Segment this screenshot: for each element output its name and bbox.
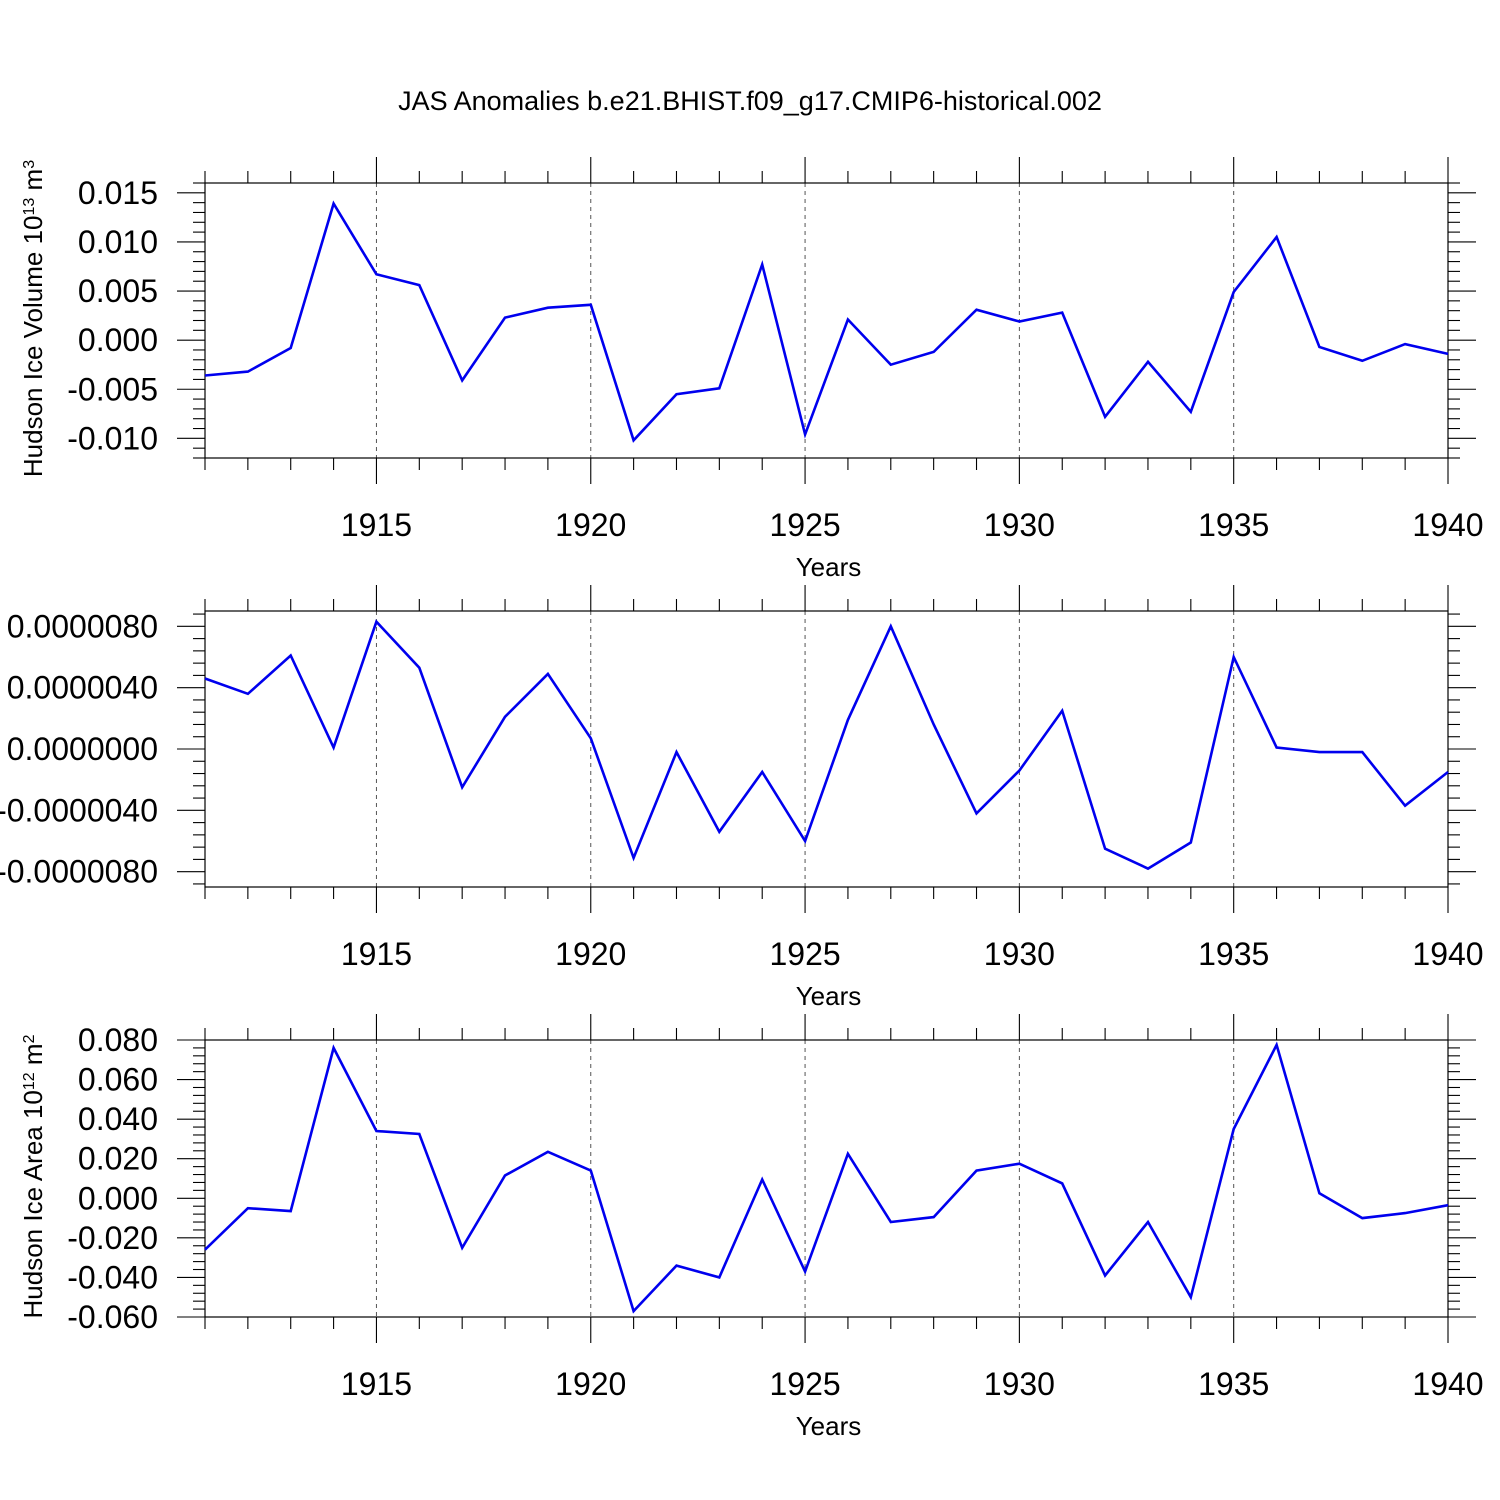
x-tick-label: 1940 <box>1412 1366 1483 1402</box>
middle-panel: 1915 1920 1925 1930 1935 1940 Years -0.0000080 -… <box>0 585 1484 1011</box>
x-tick-label: 1915 <box>341 507 412 543</box>
y-tick-label: 0.0000040 <box>7 670 158 706</box>
x-axis-label: Years <box>796 1411 862 1441</box>
y-tick-label: 0.005 <box>78 273 158 309</box>
figure-title: JAS Anomalies b.e21.BHIST.f09_g17.CMIP6-… <box>398 86 1102 116</box>
x-tick-label: 1930 <box>984 936 1055 972</box>
data-series-line <box>204 619 1449 871</box>
y-tick-label: 0.0000080 <box>7 608 158 644</box>
y-tick-label: 0.000 <box>78 1180 158 1216</box>
x-tick-label: 1920 <box>555 936 626 972</box>
x-tick-label: 1925 <box>769 936 840 972</box>
x-tick-label: 1925 <box>769 1366 840 1402</box>
plot-frame <box>204 610 1449 888</box>
x-tick-label: 1940 <box>1412 507 1483 543</box>
y-tick-label: 0.020 <box>78 1141 158 1177</box>
ice-area-panel: 1915 1920 1925 1930 1935 1940 Years -0.060 -0.04… <box>18 1014 1484 1441</box>
data-series-line <box>204 200 1449 443</box>
y-tick-label: 0.040 <box>78 1101 158 1137</box>
y-tick-label: 0.060 <box>78 1062 158 1098</box>
plot-frame <box>204 182 1449 459</box>
x-tick-label: 1935 <box>1198 1366 1269 1402</box>
y-tick-label: 0.010 <box>78 224 158 260</box>
y-tick-label: 0.000 <box>78 322 158 358</box>
y-tick-label: -0.020 <box>67 1220 158 1256</box>
x-axis-label: Years <box>796 981 862 1011</box>
y-axis-label: Hudson Ice Volume 1013 m3 <box>18 160 48 477</box>
x-tick-label: 1915 <box>341 1366 412 1402</box>
y-tick-label: -0.010 <box>67 420 158 456</box>
x-tick-label: 1930 <box>984 1366 1055 1402</box>
y-tick-label: 0.0000000 <box>7 731 158 767</box>
x-axis-label: Years <box>796 552 862 582</box>
y-tick-label: -0.060 <box>67 1299 158 1335</box>
plot-frame <box>204 1039 1449 1318</box>
y-tick-label: 0.015 <box>78 175 158 211</box>
y-tick-label: -0.0000080 <box>0 854 158 890</box>
x-tick-label: 1935 <box>1198 507 1269 543</box>
data-series-line <box>204 1041 1449 1314</box>
y-tick-label: -0.0000040 <box>0 792 158 828</box>
x-tick-label: 1935 <box>1198 936 1269 972</box>
ice-volume-panel: 1915 1920 1925 1930 1935 1940 Years -0.010 -0.00… <box>18 157 1484 582</box>
y-tick-label: -0.040 <box>67 1259 158 1295</box>
y-tick-label: 0.080 <box>78 1022 158 1058</box>
x-tick-label: 1920 <box>555 507 626 543</box>
x-tick-label: 1920 <box>555 1366 626 1402</box>
x-tick-label: 1930 <box>984 507 1055 543</box>
x-tick-label: 1915 <box>341 936 412 972</box>
y-axis-label: Hudson Ice Area 1012 m2 <box>18 1034 48 1318</box>
x-tick-label: 1925 <box>769 507 840 543</box>
y-tick-label: -0.005 <box>67 371 158 407</box>
x-tick-label: 1940 <box>1412 936 1483 972</box>
